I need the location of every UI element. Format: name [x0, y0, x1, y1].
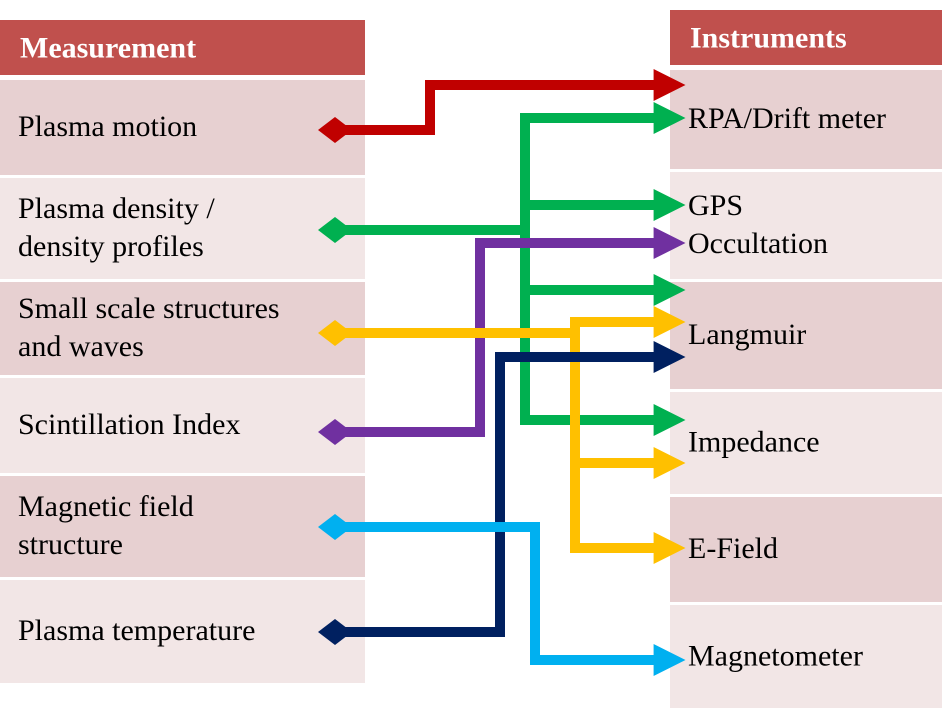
- row-cell: [670, 605, 942, 709]
- row-cell: [670, 392, 942, 494]
- header-text: Measurement: [20, 31, 196, 64]
- row-text: RPA/Drift meter: [688, 102, 886, 135]
- row-text: structure: [18, 528, 123, 561]
- row-text: Plasma temperature: [18, 614, 255, 647]
- row-text: Scintillation Index: [18, 408, 240, 441]
- row-cell: [0, 282, 365, 375]
- row-text: Langmuir: [688, 318, 806, 351]
- connectors: [318, 68, 686, 677]
- diamond: [318, 320, 352, 346]
- connector: [340, 68, 686, 135]
- row-text: and waves: [18, 330, 144, 363]
- row-cell: [0, 476, 365, 577]
- header-cell: [0, 20, 365, 75]
- diamond: [318, 619, 352, 645]
- row-text: Plasma motion: [18, 110, 197, 143]
- row-text: Magnetometer: [688, 639, 863, 672]
- row-cell: [670, 70, 942, 169]
- connector: [340, 522, 686, 677]
- diamond: [318, 117, 352, 143]
- row-cell: [670, 172, 942, 279]
- connector: [520, 113, 686, 437]
- row-text: Magnetic field: [18, 490, 194, 523]
- header-text: Instruments: [690, 21, 847, 54]
- row-cell: [670, 282, 942, 389]
- row-cell: [0, 378, 365, 473]
- row-cell: [0, 80, 365, 175]
- connector: [340, 340, 686, 637]
- row-text: Occultation: [688, 227, 828, 260]
- row-cell: [670, 497, 942, 602]
- diamond: [318, 514, 352, 540]
- row-text: Plasma density /: [18, 192, 215, 225]
- row-cell: [0, 178, 365, 279]
- row-cell: [0, 580, 365, 683]
- row-text: GPS: [688, 189, 743, 222]
- diamond: [318, 217, 352, 243]
- row-text: Small scale structures: [18, 292, 280, 325]
- tables: Measurement Plasma motion Plasma density /…: [0, 10, 942, 709]
- row-text: Impedance: [688, 425, 820, 458]
- header-cell: [670, 10, 942, 65]
- diamond: [318, 419, 352, 445]
- row-text: E-Field: [688, 532, 778, 565]
- row-text: density profiles: [18, 230, 204, 263]
